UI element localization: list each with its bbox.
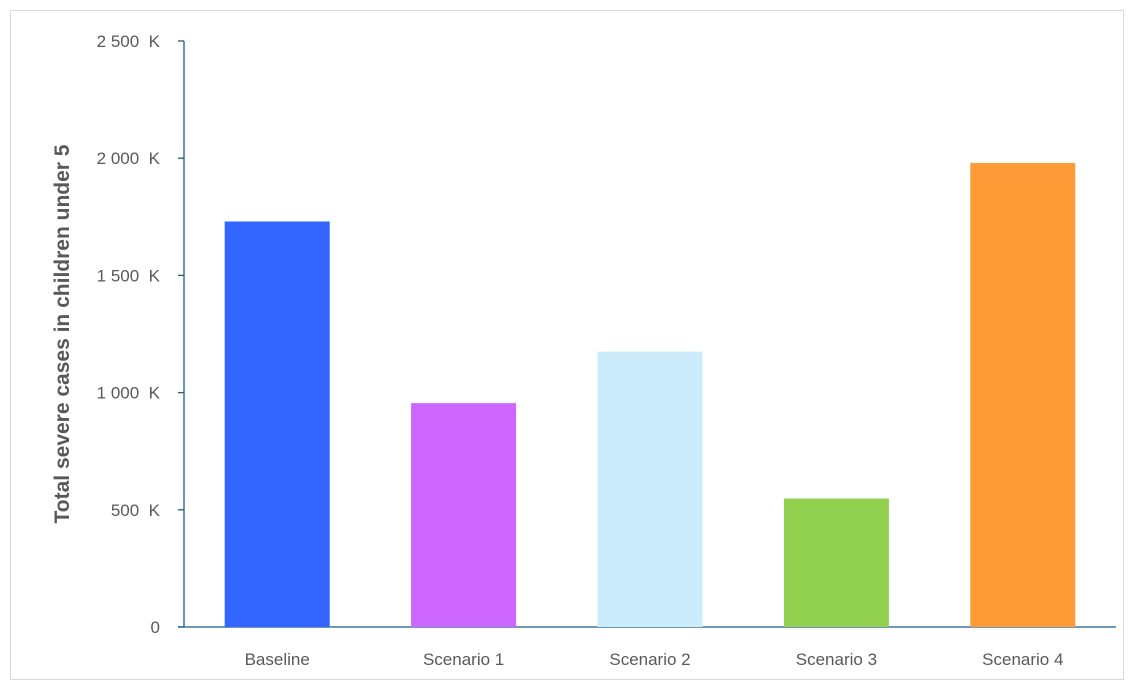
bar-scenario-4	[970, 162, 1076, 627]
x-tick-label: Baseline	[245, 650, 310, 669]
x-tick-label: Scenario 4	[982, 650, 1063, 669]
y-tick-label: 2 000 K	[97, 149, 161, 168]
x-tick-label: Scenario 2	[609, 650, 690, 669]
x-tick-label: Scenario 3	[796, 650, 877, 669]
y-tick-label: 500 K	[111, 501, 161, 520]
y-tick-label: 2 500 K	[97, 32, 161, 51]
chart-frame	[10, 10, 1124, 680]
x-tick-label: Scenario 1	[423, 650, 504, 669]
y-axis-title: Total severe cases in children under 5	[51, 144, 74, 523]
x-tick-labels: Baseline Scenario 1 Scenario 2 Scenario 3 Sc…	[245, 650, 1064, 669]
bar-scenario-3	[783, 498, 889, 627]
y-tick-label: 1 000 K	[97, 384, 161, 403]
bars	[224, 162, 1076, 627]
y-tick-label: 0	[151, 618, 160, 637]
bar-scenario-2	[597, 351, 703, 627]
y-tick-label: 1 500 K	[97, 266, 161, 285]
bar-scenario-1	[411, 403, 517, 627]
y-tick-labels: 0 500 K 1 000 K 1 500 K 2 000 K 2 500 K	[97, 32, 161, 637]
bar-baseline	[224, 221, 330, 627]
y-axis	[178, 40, 185, 628]
